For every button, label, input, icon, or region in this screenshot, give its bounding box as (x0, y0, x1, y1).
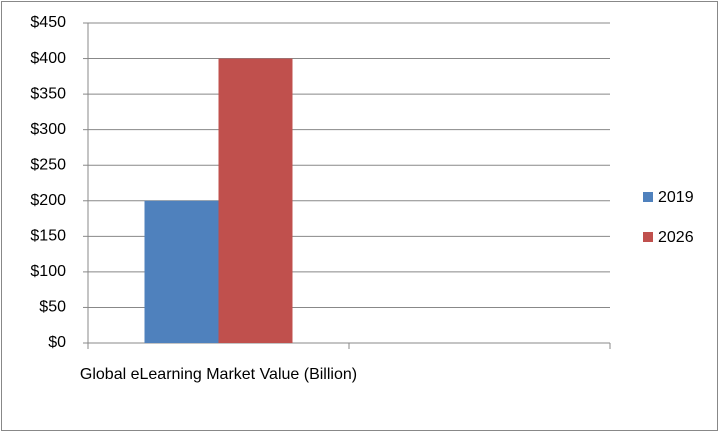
y-tick-label: $400 (30, 50, 66, 67)
y-tick-label: $150 (30, 228, 66, 245)
bar (144, 200, 219, 343)
y-tick-label: $200 (30, 192, 66, 209)
y-tick-label: $50 (39, 299, 66, 316)
legend-swatch (643, 232, 653, 242)
legend-label: 2019 (658, 189, 694, 206)
legend-swatch (643, 192, 653, 202)
y-tick-label: $350 (30, 85, 66, 102)
y-tick-label: $250 (30, 156, 66, 173)
y-tick-label: $300 (30, 121, 66, 138)
y-tick-label: $450 (30, 14, 66, 31)
y-tick-label: $0 (48, 334, 66, 351)
bar (218, 58, 293, 344)
legend-label: 2026 (658, 229, 694, 246)
y-tick-label: $100 (30, 263, 66, 280)
x-tick-label: Global eLearning Market Value (Billion) (79, 366, 358, 383)
